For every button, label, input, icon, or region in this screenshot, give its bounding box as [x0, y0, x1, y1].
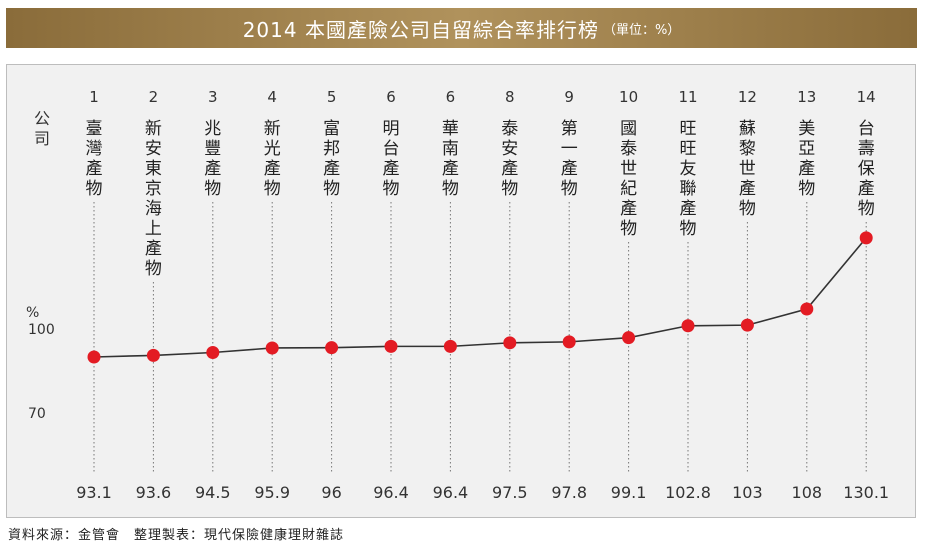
data-point: [384, 339, 398, 353]
company-label: 新光產物: [264, 119, 281, 199]
y-tick-label: 70: [28, 406, 46, 422]
data-point: [562, 335, 576, 349]
company-label: 臺灣產物: [86, 119, 103, 199]
data-point: [443, 339, 457, 353]
company-label: 第一產物: [561, 119, 578, 199]
value-label: 93.6: [136, 483, 172, 502]
rank-label: 6: [386, 88, 396, 106]
chart-panel: [6, 64, 916, 518]
rank-label: 4: [267, 88, 277, 106]
value-label: 95.9: [254, 483, 290, 502]
data-point: [859, 231, 873, 245]
series-line: [93, 237, 867, 358]
value-label: 108: [792, 483, 823, 502]
value-label: 96.4: [373, 483, 409, 502]
value-label: 97.5: [492, 483, 528, 502]
rank-label: 2: [149, 88, 159, 106]
company-label: 華南產物: [442, 119, 459, 199]
company-label: 新安東京海上產物: [145, 119, 162, 279]
data-point: [325, 341, 339, 355]
chart-title-bar: 2014 本國產險公司自留綜合率排行榜 （單位：%）: [6, 8, 917, 48]
y-unit-label: %: [26, 305, 39, 321]
source-note: 資料來源：金管會 整理製表：現代保險健康理財雜誌: [8, 528, 345, 543]
rank-label: 14: [857, 88, 876, 106]
data-point: [206, 345, 220, 359]
chart-title: 2014 本國產險公司自留綜合率排行榜: [242, 17, 599, 42]
rank-label: 9: [564, 88, 574, 106]
company-label: 泰安產物: [501, 119, 518, 199]
value-label: 130.1: [843, 483, 889, 502]
value-label: 93.1: [76, 483, 112, 502]
value-label: 102.8: [665, 483, 711, 502]
company-label: 國泰世紀產物: [620, 119, 637, 239]
company-label: 蘇黎世產物: [739, 119, 756, 219]
value-label: 96: [321, 483, 341, 502]
rank-label: 3: [208, 88, 218, 106]
rank-label: 12: [738, 88, 757, 106]
company-label: 富邦產物: [323, 119, 340, 199]
rank-label: 5: [327, 88, 337, 106]
company-label: 兆豐產物: [204, 119, 221, 199]
data-point: [622, 331, 636, 345]
rank-label: 1: [89, 88, 99, 106]
value-label: 96.4: [433, 483, 469, 502]
row-header-label: 公司: [34, 109, 50, 148]
rank-label: 6: [446, 88, 456, 106]
data-point: [740, 318, 754, 332]
rank-label: 8: [505, 88, 515, 106]
data-point: [265, 341, 279, 355]
data-point: [681, 319, 695, 333]
rank-label: 10: [619, 88, 638, 106]
value-label: 99.1: [611, 483, 647, 502]
chart-unit: （單位：%）: [602, 22, 681, 38]
data-point: [800, 302, 814, 316]
value-label: 94.5: [195, 483, 231, 502]
rank-label: 11: [678, 88, 697, 106]
data-point: [146, 348, 160, 362]
data-point: [503, 336, 517, 350]
company-label: 明台產物: [383, 119, 400, 199]
value-label: 97.8: [551, 483, 587, 502]
rank-label: 13: [797, 88, 816, 106]
company-label: 旺旺友聯產物: [680, 119, 697, 239]
company-label: 美亞產物: [798, 119, 815, 199]
value-label: 103: [732, 483, 763, 502]
data-point: [87, 350, 101, 364]
company-label: 台壽保產物: [858, 119, 875, 219]
y-tick-label: 100: [28, 322, 55, 338]
